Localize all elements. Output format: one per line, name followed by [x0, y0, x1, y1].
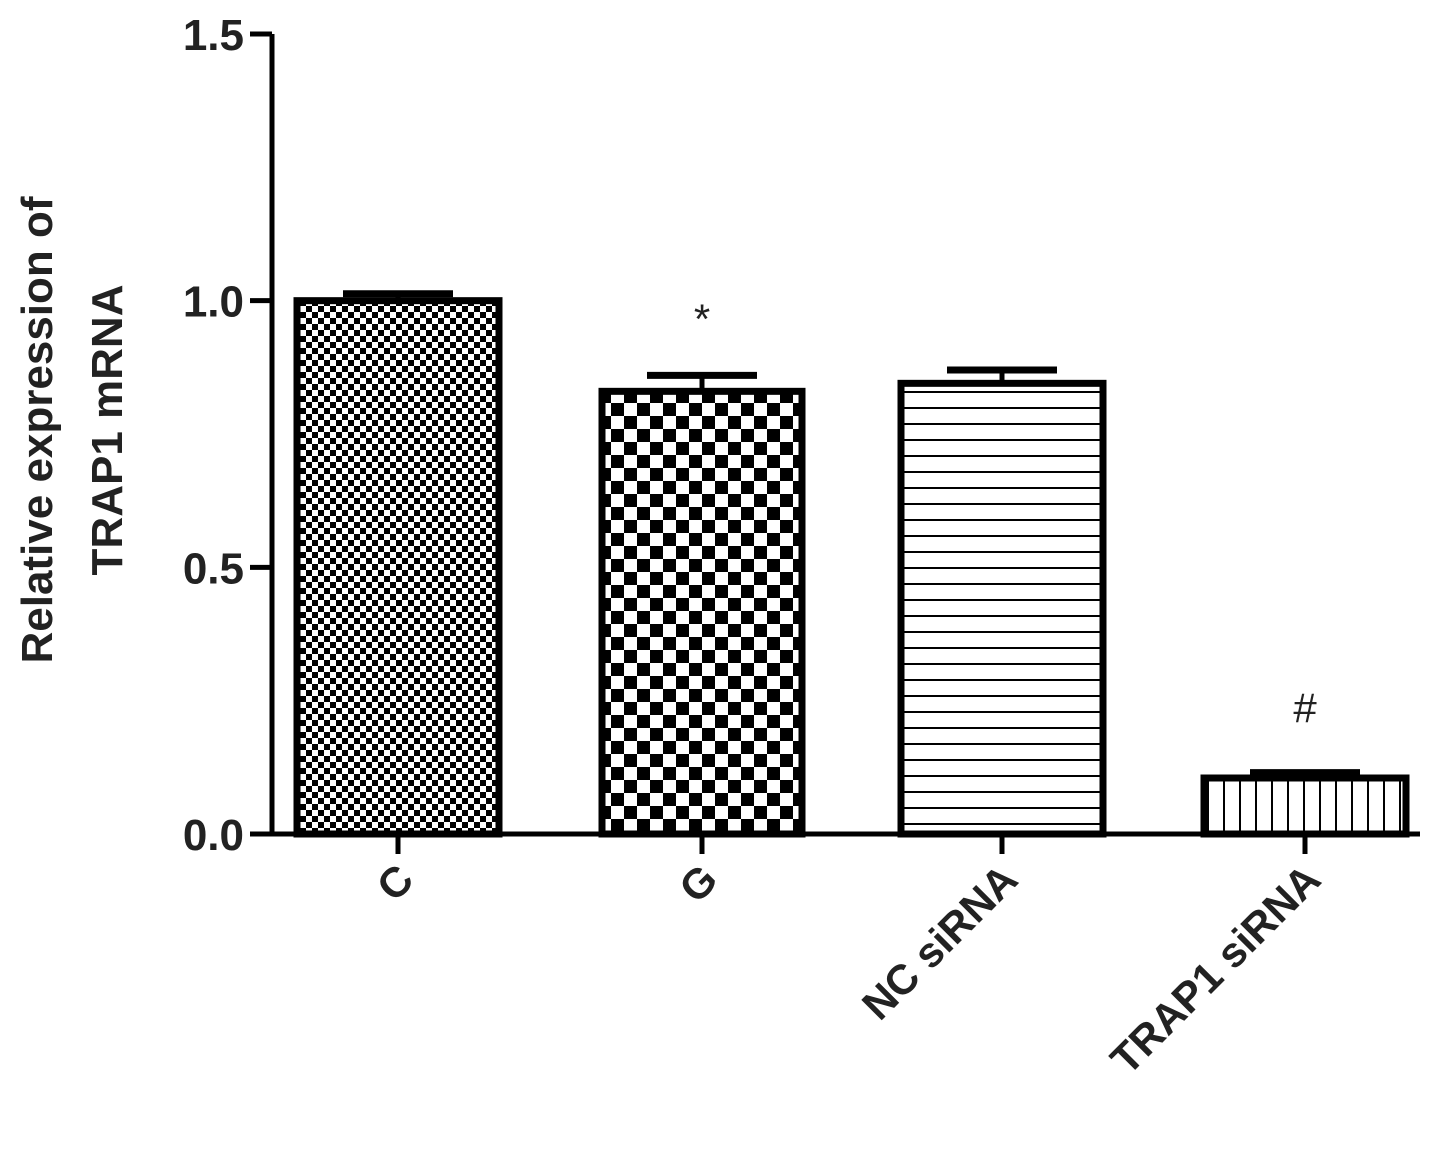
significance-mark: # — [1293, 685, 1317, 732]
x-tick-label: G — [670, 855, 726, 911]
bar — [1200, 774, 1410, 838]
x-tick-label: NC siRNA — [853, 855, 1026, 1028]
bar — [293, 297, 503, 838]
y-tick-label: 0.0 — [183, 811, 244, 860]
x-tick-label: C — [368, 855, 423, 910]
y-axis-ticks: 0.0 0.5 1.0 1.5 — [183, 11, 272, 860]
x-tick-label: TRAP1 siRNA — [1101, 855, 1329, 1083]
bars: *# — [293, 290, 1410, 838]
x-axis-ticks: C G NC siRNA TRAP1 siRNA — [368, 834, 1329, 1083]
y-axis-label-line-2: TRAP1 mRNA — [83, 285, 132, 576]
y-tick-label: 1.5 — [183, 11, 244, 60]
significance-mark: * — [694, 295, 710, 342]
y-tick-label: 0.5 — [183, 544, 244, 593]
y-axis-label-line-1: Relative expression of — [13, 196, 62, 663]
y-tick-label: 1.0 — [183, 278, 244, 327]
bar — [598, 387, 806, 838]
y-axis-label: Relative expression of TRAP1 mRNA — [13, 196, 132, 663]
bar — [897, 379, 1107, 838]
